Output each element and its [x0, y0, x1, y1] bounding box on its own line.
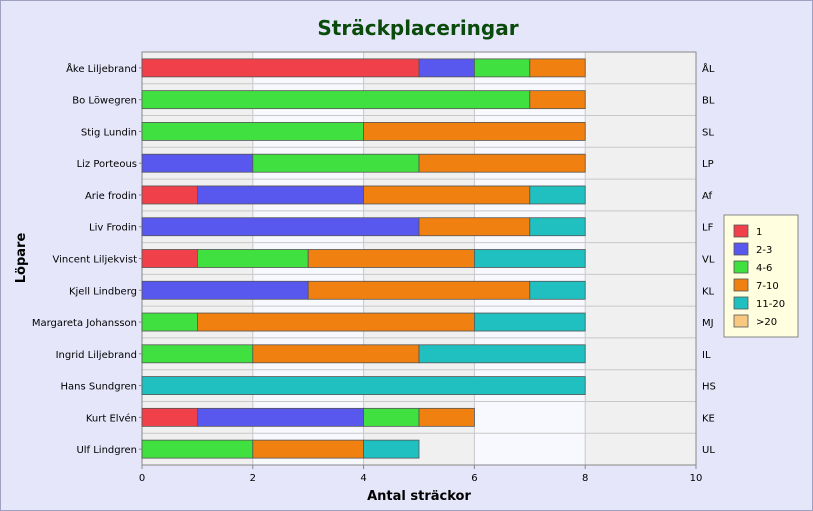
bar-segment [141, 185, 198, 205]
bar-segment [363, 185, 531, 205]
bar-segment [196, 249, 309, 268]
x-tick-label: 6 [471, 473, 477, 484]
bar-segment [529, 58, 586, 78]
legend-swatch [733, 278, 749, 292]
legend: 1 2-3 4-6 7-10 11-20 >20 [723, 214, 799, 338]
legend-label: 1 [756, 227, 762, 238]
bar-segment [141, 153, 254, 173]
bar-segment [473, 249, 586, 268]
bar-segment [529, 185, 586, 205]
y-tick-label: Stig Lundin [81, 127, 137, 138]
bar-segment [141, 312, 198, 332]
y-tick-label: Liv Frodin [89, 223, 137, 234]
bar-segment [252, 344, 420, 364]
y-tick-label: Bo Löwegren [72, 96, 137, 107]
y-tick-label: Liz Porteous [77, 159, 137, 170]
y-tick-label: Margareta Johansson [32, 318, 137, 329]
x-tick-label: 2 [250, 473, 256, 484]
bar-segment [363, 407, 420, 427]
bar-segment [141, 90, 531, 110]
x-tick-label: 0 [139, 473, 145, 484]
legend-label: 7-10 [756, 281, 779, 292]
legend-label: >20 [756, 317, 777, 328]
right-tick-label: ÅL [702, 62, 715, 75]
bar-segment [141, 249, 198, 268]
bar-segment [141, 58, 420, 78]
bar-segment [141, 439, 254, 459]
bar-segment [141, 407, 198, 427]
bar-segment [418, 153, 586, 173]
bar-segment [307, 249, 475, 268]
bar-segment [529, 90, 586, 110]
x-tick-label: 8 [582, 473, 588, 484]
bar-segment [252, 439, 365, 459]
y-tick-label: Kjell Lindberg [69, 286, 137, 297]
bar-segment [418, 58, 475, 78]
bar-segment [529, 217, 586, 237]
bar-segment [141, 344, 254, 364]
bar-segment [363, 122, 586, 141]
chart-title: Sträckplaceringar [317, 16, 518, 40]
bar-segment [418, 217, 531, 237]
right-tick-label: UL [702, 445, 715, 456]
bar-segment [363, 439, 420, 459]
right-tick-label: IL [702, 350, 711, 361]
bar-segment [196, 407, 364, 427]
right-tick-label: LF [702, 223, 714, 234]
bar-segment [418, 344, 586, 364]
right-tick-label: KL [702, 286, 715, 297]
bar-segment [141, 122, 365, 141]
bar-segment [252, 153, 420, 173]
right-tick-label: BL [702, 96, 715, 107]
bar-segment [473, 312, 586, 332]
y-tick-label: Åke Liljebrand [66, 62, 137, 75]
bar-segment [529, 280, 586, 300]
legend-label: 2-3 [756, 245, 772, 256]
legend-swatch [733, 260, 749, 274]
x-tick-label: 4 [360, 473, 366, 484]
y-tick-label: Kurt Elvén [86, 412, 137, 424]
right-tick-label: MJ [702, 318, 714, 329]
legend-swatch [733, 224, 749, 238]
y-tick-label: Arie frodin [85, 191, 137, 202]
y-tick-label: Hans Sundgren [61, 382, 137, 393]
y-tick-label: Ulf Lindgren [76, 445, 137, 456]
legend-label: 4-6 [756, 263, 772, 274]
y-axis-label: Löpare [14, 233, 29, 284]
right-tick-label: VL [702, 255, 715, 266]
bar-segment [141, 280, 309, 300]
y-tick-label: Ingrid Liljebrand [56, 350, 137, 361]
right-tick-label: KE [702, 413, 715, 424]
bar-segment [196, 312, 475, 332]
bar-segment [473, 58, 531, 78]
legend-swatch [733, 242, 749, 256]
bar-segment [418, 407, 475, 427]
y-tick-label: Vincent Liljekvist [52, 255, 137, 266]
bar-segment [196, 185, 364, 205]
right-tick-label: HS [702, 382, 716, 393]
right-tick-label: SL [702, 127, 714, 138]
legend-swatch [733, 314, 749, 328]
legend-swatch [733, 296, 749, 310]
bar-segment [307, 280, 531, 300]
x-tick-label: 10 [690, 473, 703, 484]
plot-area: Åke Liljebrand ÅL Bo Löwegren BL Stig Lundin… [32, 51, 716, 484]
bar-segment [141, 376, 586, 395]
right-tick-label: Af [702, 191, 712, 202]
bar-segment [141, 217, 420, 237]
x-axis-label: Antal sträckor [367, 489, 471, 504]
legend-label: 11-20 [756, 299, 785, 310]
right-tick-label: LP [702, 159, 714, 170]
